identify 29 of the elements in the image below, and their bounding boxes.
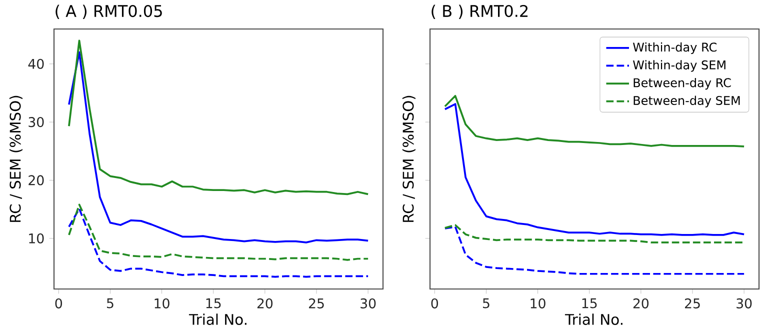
x-tick-label: 20 <box>257 298 273 308</box>
chart-title: ( A ) RMT0.05 <box>56 4 162 19</box>
x-tick-label: 10 <box>530 298 546 308</box>
y-tick-label: 20 <box>28 175 44 186</box>
line-series <box>68 40 369 196</box>
x-tick-label: 0 <box>55 298 62 308</box>
x-tick-label: 0 <box>431 298 438 308</box>
chart-title: ( B ) RMT0.2 <box>432 4 528 19</box>
x-axis-title: Trial No. <box>188 314 246 325</box>
y-tick-label: 30 <box>28 117 44 128</box>
y-tick-label: 10 <box>29 233 44 244</box>
y-axis-title: RC / SEM (%MSO) <box>9 96 22 222</box>
y-axis-title: RC / SEM (%MSO) <box>402 96 416 222</box>
legend-label: Between-day RC <box>634 78 731 90</box>
x-tick-label: 20 <box>633 298 649 308</box>
legend-label: Within-day SEM <box>632 60 726 72</box>
x-axis-title: Trial No. <box>564 314 622 325</box>
x-tick-label: 25 <box>684 298 700 308</box>
x-tick-label: 30 <box>736 298 752 308</box>
x-tick-label: 5 <box>106 298 114 308</box>
x-tick-label: 15 <box>206 298 221 308</box>
legend-label: Between-day SEM <box>634 96 740 108</box>
y-tick-label: 40 <box>28 58 44 69</box>
x-tick-label: 25 <box>308 298 324 308</box>
x-tick-label: 15 <box>582 298 597 308</box>
x-tick-label: 5 <box>483 298 490 308</box>
x-tick-label: 30 <box>360 298 376 308</box>
x-tick-label: 10 <box>154 298 170 308</box>
legend-label: Within-day RC <box>632 42 717 54</box>
